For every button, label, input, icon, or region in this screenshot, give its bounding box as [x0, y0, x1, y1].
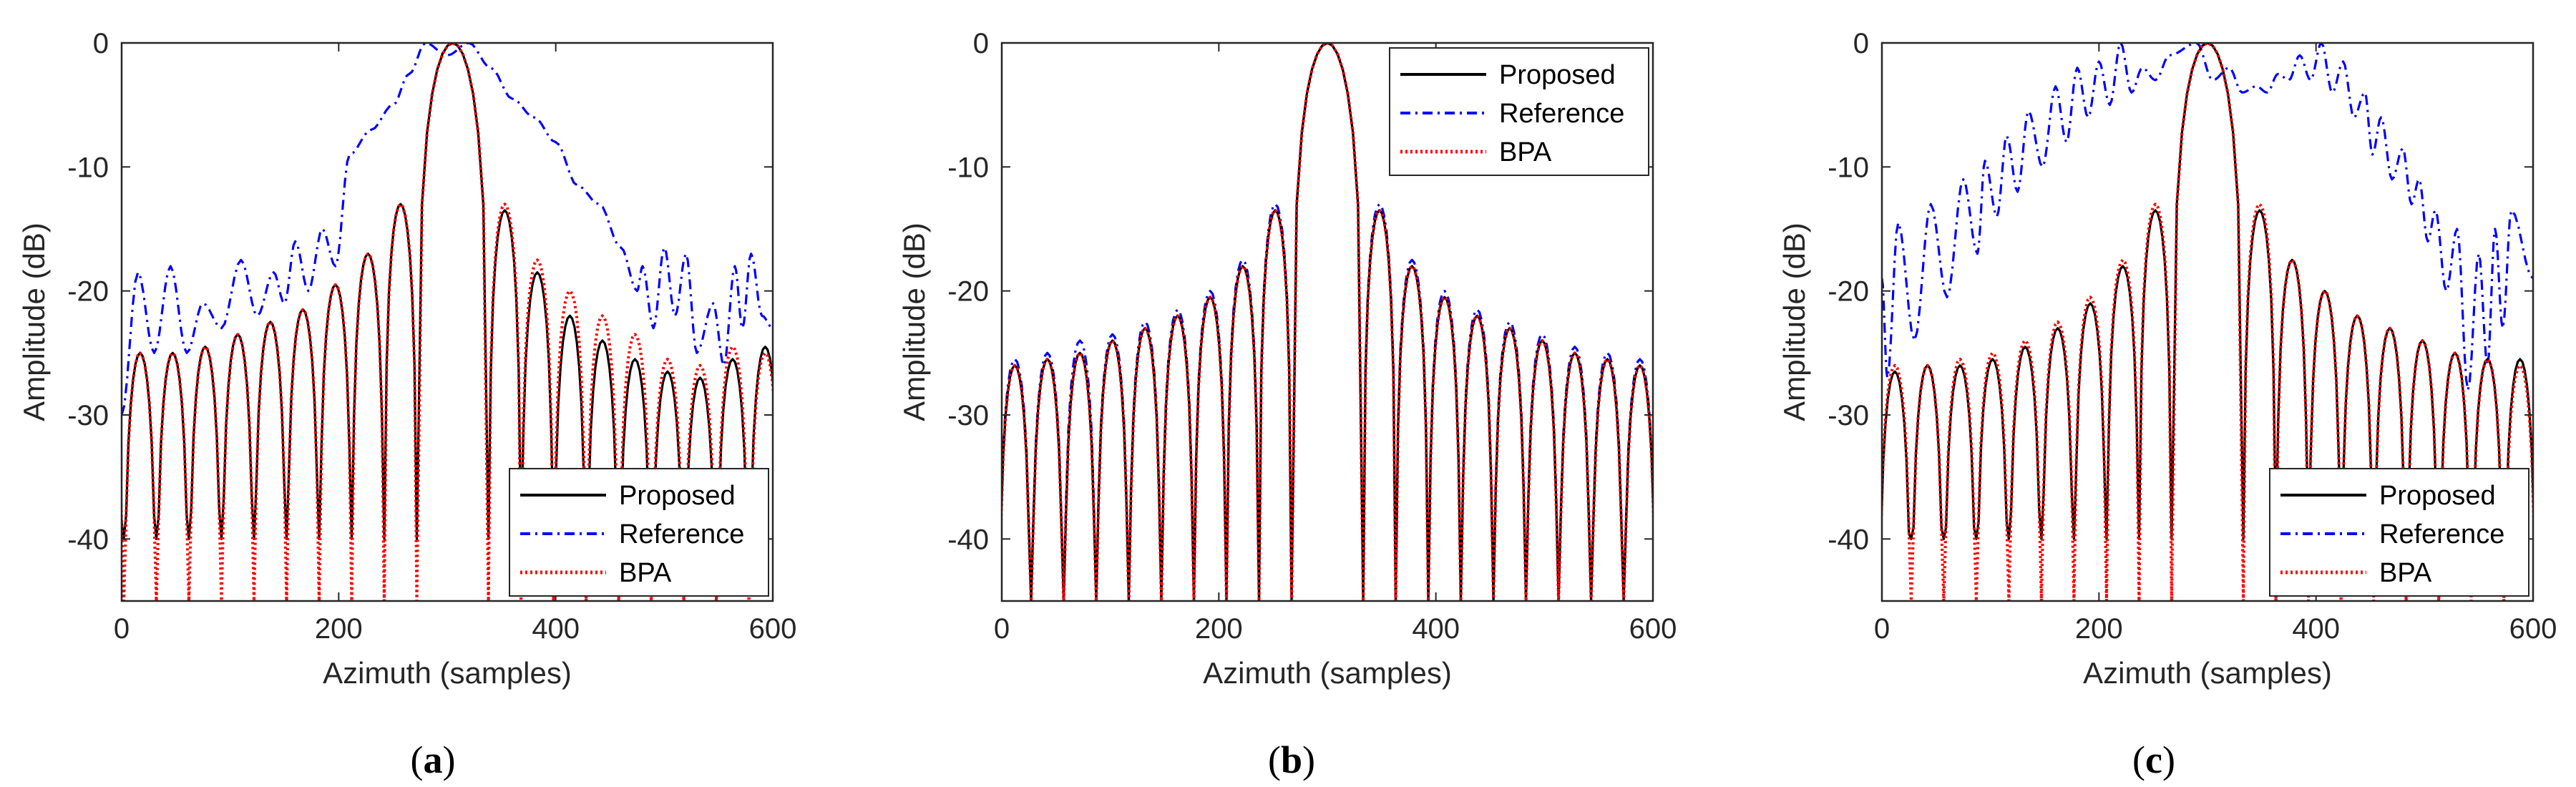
- legend-label-reference: Reference: [619, 519, 744, 549]
- legend-c: Proposed Reference BPA: [2269, 468, 2529, 597]
- y-tick-label: -10: [67, 152, 109, 183]
- legend-label-bpa: BPA: [619, 558, 672, 588]
- x-tick-label: 200: [1195, 613, 1243, 645]
- y-tick-label: -40: [947, 524, 989, 555]
- series-group-c: [1882, 43, 2533, 601]
- series-line-bpa: [122, 43, 773, 601]
- x-tick-label: 600: [2509, 613, 2557, 645]
- y-tick-label: -40: [67, 524, 109, 555]
- axes-box-b: [1000, 41, 1654, 602]
- panel-c: 0 200 400 600 0 -10 -20 -30 -40 Azimuth …: [1777, 28, 2557, 781]
- legend-box: [1389, 47, 1649, 176]
- caption-letter: a: [424, 738, 443, 781]
- y-tick-label: -30: [947, 400, 989, 431]
- caption-a: (a): [411, 738, 456, 781]
- x-tick-label: 200: [315, 613, 363, 645]
- x-axis-label: Azimuth (samples): [2083, 656, 2332, 690]
- caption-letter: c: [2145, 738, 2162, 781]
- caption-close: ): [2162, 738, 2175, 781]
- caption-close: ): [1302, 738, 1315, 781]
- panel-b: 0 200 400 600 0 -10 -20 -30 -40 Azimuth …: [897, 28, 1677, 781]
- y-tick-label: 0: [93, 28, 109, 59]
- y-tick-label: -20: [67, 276, 109, 308]
- x-tick-label: 400: [1412, 613, 1460, 645]
- legend-label-proposed: Proposed: [619, 481, 736, 511]
- legend-label-reference: Reference: [1499, 99, 1624, 129]
- legend-label-proposed: Proposed: [2379, 481, 2496, 511]
- legend-label-bpa: BPA: [2379, 558, 2432, 588]
- x-tick-label: 400: [2292, 613, 2340, 645]
- x-tick-label: 400: [532, 613, 580, 645]
- y-tick-label: -10: [1828, 152, 1869, 183]
- series-line-reference: [1882, 43, 2533, 391]
- y-axis-label: Amplitude (dB): [1777, 223, 1811, 421]
- x-tick-label: 0: [994, 613, 1010, 645]
- x-tick-label: 200: [2075, 613, 2123, 645]
- caption-close: ): [443, 738, 456, 781]
- ticks-b: [1001, 42, 1654, 601]
- legend-label-reference: Reference: [2379, 519, 2504, 549]
- y-tick-label: -40: [1828, 524, 1869, 555]
- x-axis-label: Azimuth (samples): [323, 656, 572, 690]
- series-line-bpa: [1002, 43, 1653, 601]
- series-group-b: [1002, 43, 1653, 601]
- y-tick-label: -30: [67, 400, 109, 431]
- x-axis-label: Azimuth (samples): [1203, 656, 1452, 690]
- y-tick-label: -20: [1828, 276, 1869, 308]
- legend-b: Proposed Reference BPA: [1389, 47, 1649, 176]
- caption-b: (b): [1268, 738, 1315, 781]
- axes-box-a: [120, 41, 774, 602]
- y-tick-label: -20: [947, 276, 989, 308]
- y-axis-label: Amplitude (dB): [897, 223, 931, 421]
- x-tick-label: 0: [114, 613, 130, 645]
- legend-label-proposed: Proposed: [1499, 60, 1616, 90]
- x-tick-label: 600: [1629, 613, 1677, 645]
- x-tick-label: 600: [749, 613, 797, 645]
- caption-open: (: [1268, 738, 1281, 781]
- series-line-reference: [122, 43, 773, 416]
- caption-c: (c): [2132, 738, 2175, 781]
- y-tick-label: 0: [973, 28, 989, 59]
- caption-open: (: [2132, 738, 2145, 781]
- legend-box: [2269, 468, 2529, 597]
- y-tick-label: -10: [947, 152, 989, 183]
- panel-a: 0 200 400 600 0 -10 -20 -30 -40 Azimuth …: [17, 28, 796, 781]
- x-tick-label: 0: [1874, 613, 1890, 645]
- caption-open: (: [411, 738, 424, 781]
- series-group-a: [122, 43, 773, 601]
- y-tick-label: -30: [1828, 400, 1869, 431]
- legend-box: [509, 468, 769, 597]
- y-tick-label: 0: [1853, 28, 1869, 59]
- legend-a: Proposed Reference BPA: [509, 468, 769, 597]
- caption-letter: b: [1281, 738, 1302, 781]
- y-axis-label: Amplitude (dB): [17, 223, 51, 421]
- legend-label-bpa: BPA: [1499, 137, 1552, 167]
- axes-box-c: [1880, 41, 2534, 602]
- series-line-proposed: [1882, 43, 2533, 540]
